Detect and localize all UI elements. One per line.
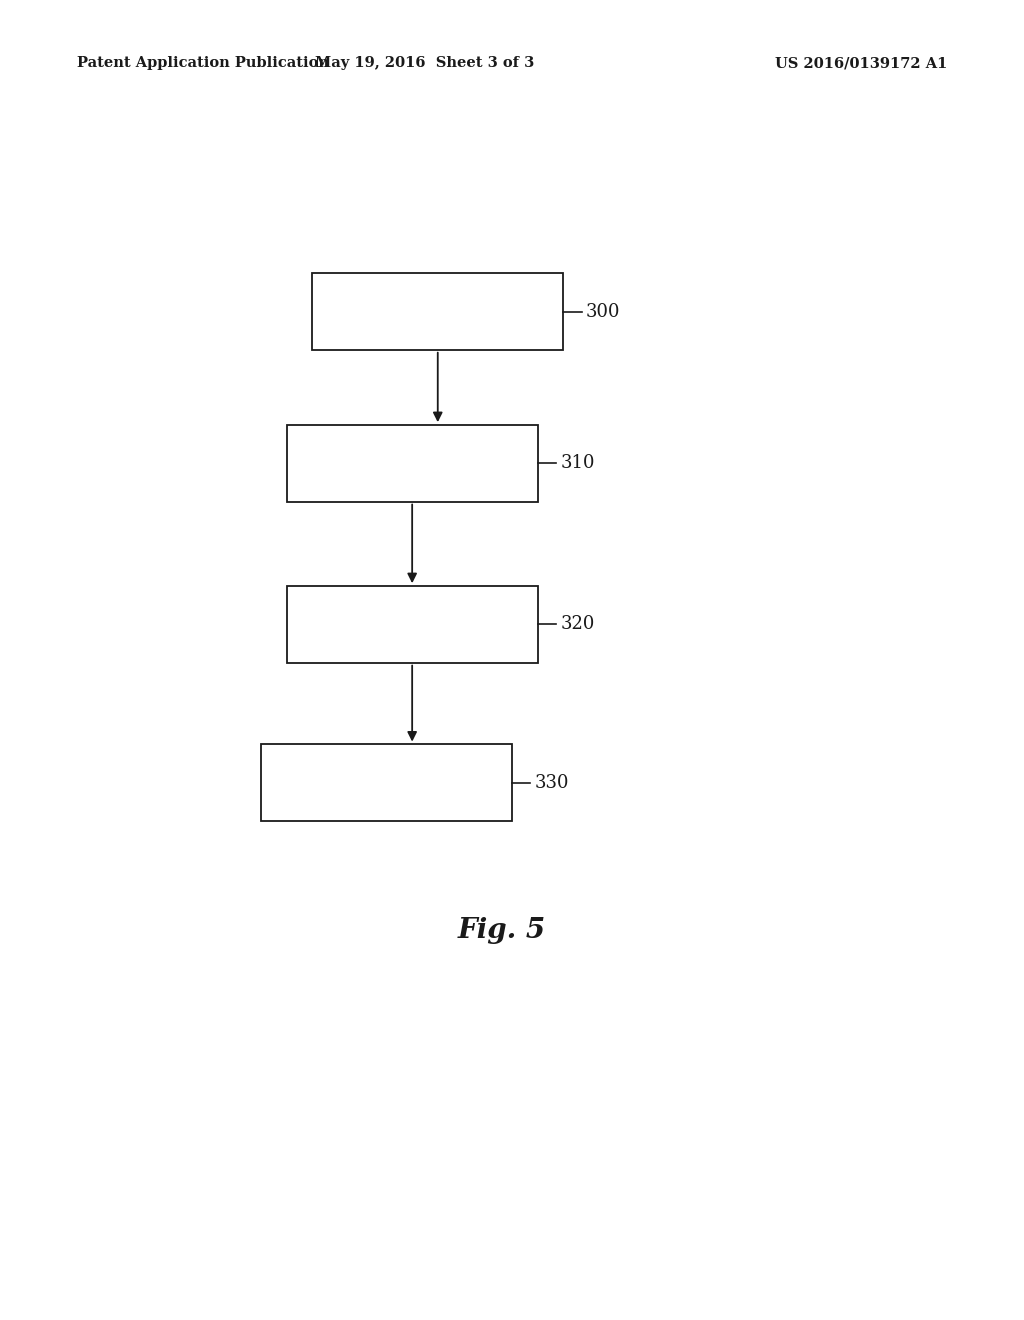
Text: 300: 300 [586,302,621,321]
Bar [287,425,538,502]
Text: Fig. 5: Fig. 5 [458,917,546,944]
Text: 310: 310 [560,454,595,473]
Bar [287,586,538,663]
Text: 330: 330 [535,774,569,792]
Text: Patent Application Publication: Patent Application Publication [77,57,329,70]
Text: 320: 320 [560,615,595,634]
Text: May 19, 2016  Sheet 3 of 3: May 19, 2016 Sheet 3 of 3 [315,57,535,70]
Text: US 2016/0139172 A1: US 2016/0139172 A1 [775,57,947,70]
Bar [312,273,563,350]
Bar [261,744,512,821]
